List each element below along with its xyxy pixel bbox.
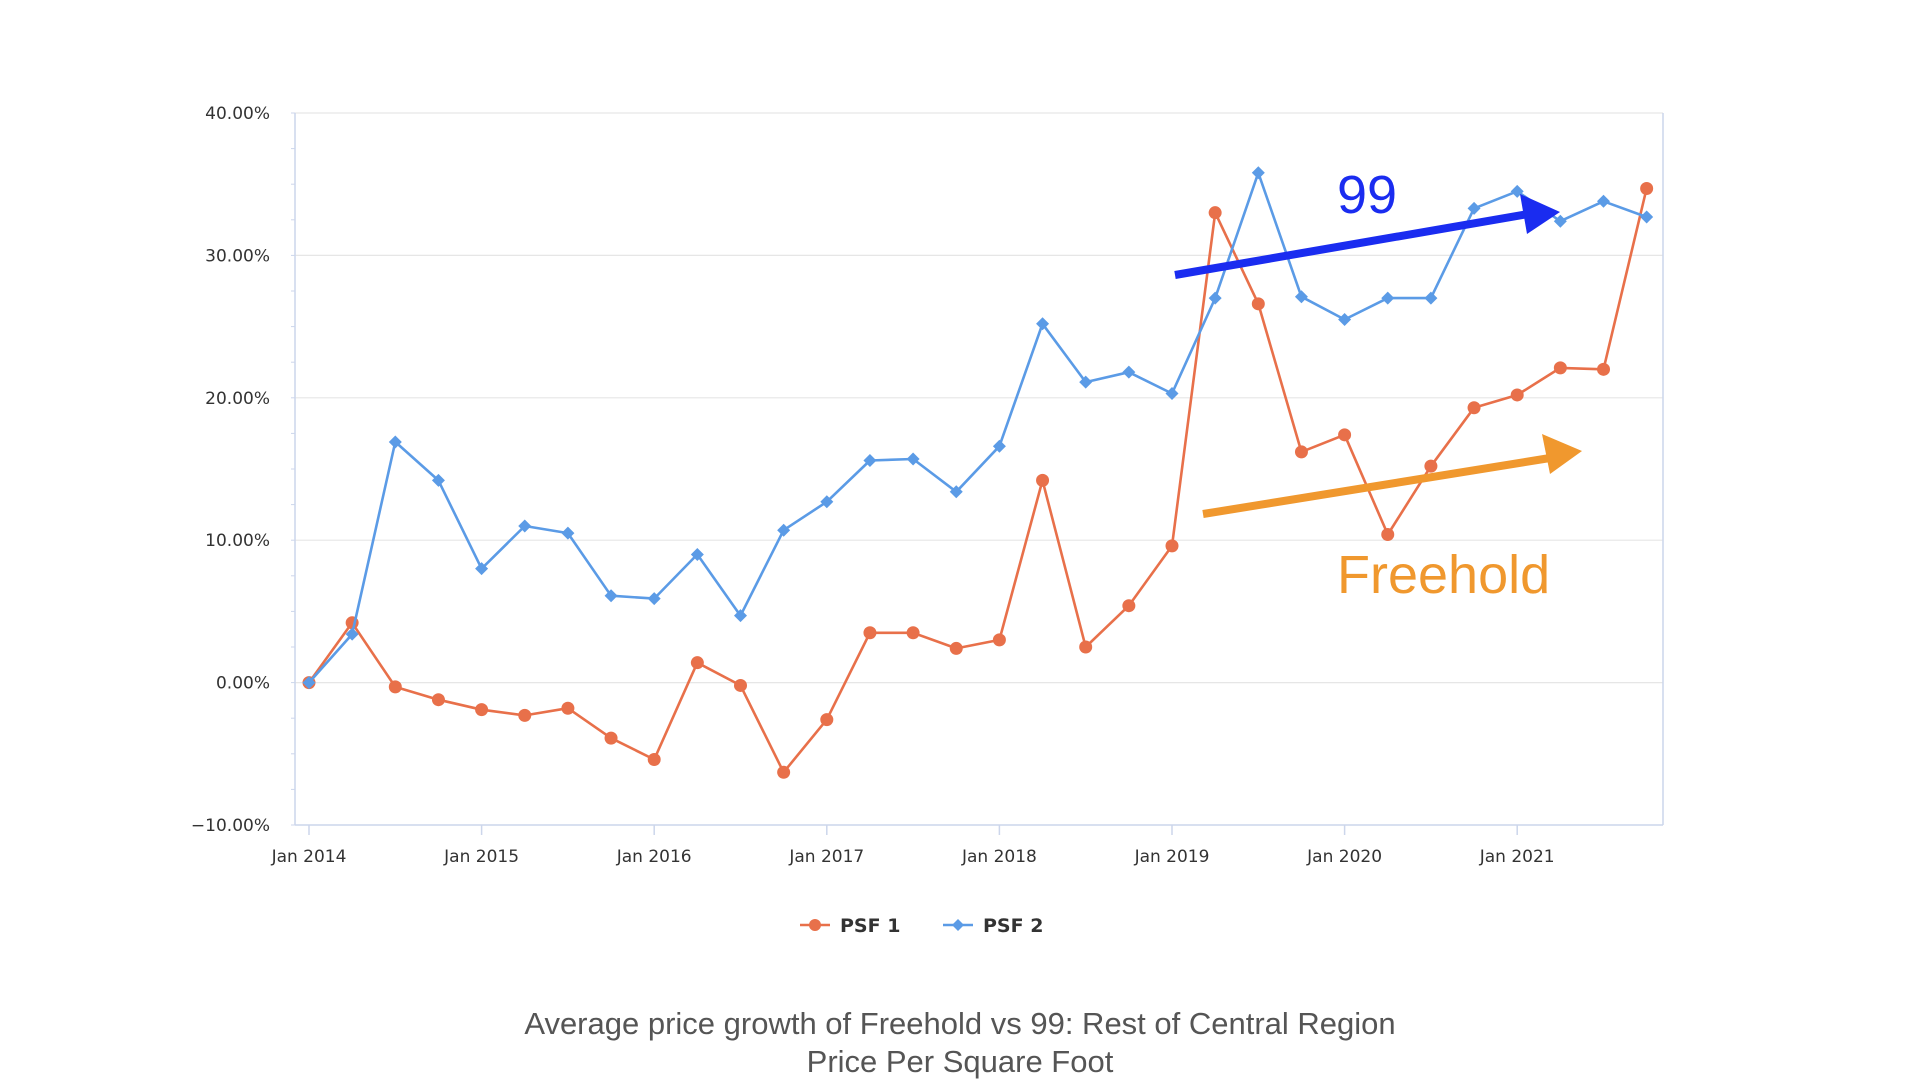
data-point-psf2	[431, 473, 445, 487]
data-point-psf1	[1208, 206, 1222, 220]
data-point-psf2	[992, 439, 1006, 453]
data-point-psf1	[820, 713, 834, 727]
data-point-psf1	[1467, 401, 1481, 415]
series-line-2	[308, 171, 1648, 684]
chart-title: Average price growth of Freehold vs 99: …	[524, 1006, 1396, 1041]
data-point-psf1	[518, 708, 532, 722]
data-point-psf2	[777, 523, 791, 537]
data-point-psf2	[302, 676, 316, 690]
data-point-psf1	[475, 703, 489, 717]
data-point-psf1	[1251, 297, 1265, 311]
data-point-psf1	[1294, 445, 1308, 459]
data-point-psf2	[906, 452, 920, 466]
data-point-psf2	[1294, 290, 1308, 304]
data-point-psf2	[949, 485, 963, 499]
data-point-psf2	[561, 526, 575, 540]
data-point-psf1	[906, 626, 920, 640]
data-point-psf2	[1251, 166, 1265, 180]
data-point-psf1	[388, 680, 402, 694]
annotation-99: 99	[1337, 165, 1397, 225]
y-tick-label: 30.00%	[205, 246, 270, 266]
y-tick-label: 0.00%	[216, 674, 270, 694]
y-tick-label: 40.00%	[205, 104, 270, 124]
chart-subtitle: Price Per Square Foot	[806, 1044, 1114, 1079]
x-tick-label: Jan 2015	[443, 847, 519, 867]
arrow-99-head	[1520, 194, 1560, 234]
x-tick-label: Jan 2020	[1306, 847, 1382, 867]
data-point-psf2	[1165, 387, 1179, 401]
data-point-psf1	[949, 641, 963, 655]
chart: 40.00%30.00%20.00%10.00%0.00%−10.00%Jan …	[191, 104, 1664, 937]
data-point-psf2	[1467, 201, 1481, 215]
legend-item-psf1[interactable]: PSF 1	[800, 915, 900, 937]
data-point-psf2	[1338, 312, 1352, 326]
data-point-psf1	[1165, 539, 1179, 553]
data-point-psf2	[734, 609, 747, 623]
data-point-psf1	[1553, 361, 1567, 375]
data-point-psf1	[1122, 599, 1136, 613]
data-point-psf1	[863, 626, 877, 640]
annotation-freehold: Freehold	[1337, 545, 1550, 605]
arrow-99-shaft	[1174, 210, 1529, 279]
data-point-psf2	[1381, 291, 1395, 305]
legend[interactable]: PSF 1 PSF 2	[800, 915, 1043, 937]
data-point-psf2	[1597, 194, 1610, 208]
x-tick-label: Jan 2019	[1134, 847, 1210, 867]
data-point-psf2	[1424, 291, 1438, 305]
data-point-psf2	[1122, 365, 1136, 379]
data-point-psf2	[1036, 317, 1050, 331]
data-point-psf1	[604, 731, 618, 745]
legend-item-psf2[interactable]: PSF 2	[943, 915, 1043, 937]
data-point-psf1	[647, 752, 661, 766]
data-point-psf2	[863, 453, 877, 467]
annotations: 99 Freehold	[1174, 165, 1582, 605]
data-point-psf2	[820, 495, 834, 509]
data-point-psf1	[777, 765, 791, 779]
y-tick-label: 20.00%	[205, 389, 270, 409]
data-point-psf2	[1553, 214, 1567, 228]
x-tick-label: Jan 2017	[788, 847, 864, 867]
data-point-psf2	[604, 589, 618, 603]
grid-lines	[295, 112, 1663, 684]
legend-marker	[952, 919, 964, 931]
legend-label: PSF 2	[983, 915, 1043, 937]
data-point-psf1	[1510, 388, 1524, 402]
data-point-psf1	[431, 693, 445, 707]
x-tick-label: Jan 2018	[961, 847, 1037, 867]
data-point-psf1	[734, 678, 747, 692]
x-tick-label: Jan 2016	[616, 847, 692, 867]
data-point-psf1	[1424, 459, 1438, 473]
data-point-psf1	[1338, 428, 1352, 442]
data-point-psf2	[1208, 291, 1222, 305]
data-point-psf1	[1036, 473, 1050, 487]
data-point-psf1	[992, 633, 1006, 647]
data-point-psf2	[345, 627, 359, 641]
data-point-psf1	[1640, 181, 1654, 195]
data-point-psf2	[690, 547, 704, 561]
data-point-psf2	[1079, 375, 1093, 389]
x-tick-label: Jan 2021	[1479, 847, 1555, 867]
data-point-psf1	[1079, 640, 1093, 654]
axes: 40.00%30.00%20.00%10.00%0.00%−10.00%Jan …	[191, 104, 1664, 867]
data-point-psf2	[518, 519, 532, 533]
arrow-freehold-shaft	[1202, 454, 1551, 518]
data-point-psf2	[388, 435, 402, 449]
y-tick-label: −10.00%	[191, 816, 270, 836]
legend-label: PSF 1	[840, 915, 900, 937]
data-point-psf2	[647, 592, 661, 606]
data-point-psf2	[475, 562, 489, 576]
data-point-psf1	[690, 656, 704, 670]
arrow-freehold-head	[1542, 434, 1582, 474]
data-point-psf1	[561, 701, 575, 715]
y-tick-label: 10.00%	[205, 531, 270, 551]
data-point-psf1	[1381, 528, 1395, 542]
data-point-psf1	[1597, 362, 1610, 376]
series-line-1	[307, 188, 1648, 774]
legend-marker	[809, 919, 821, 931]
x-tick-label: Jan 2014	[271, 847, 347, 867]
data-point-psf2	[1640, 210, 1654, 224]
